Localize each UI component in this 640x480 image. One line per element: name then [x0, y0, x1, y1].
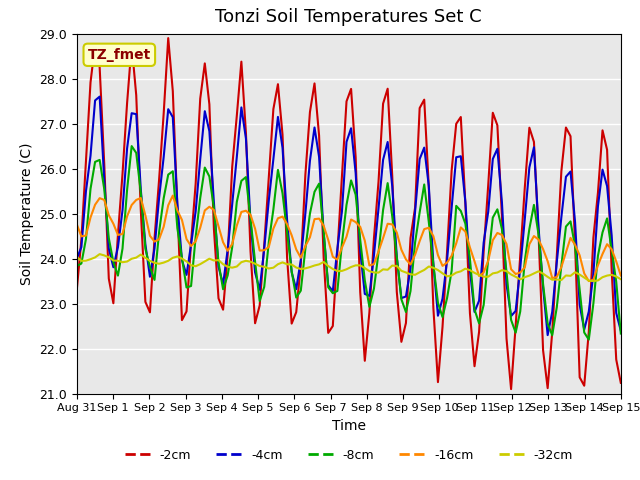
-2cm — [608, 267, 616, 273]
Legend: -2cm, -4cm, -8cm, -16cm, -32cm: -2cm, -4cm, -8cm, -16cm, -32cm — [120, 444, 578, 467]
-32cm — [224, 264, 232, 270]
-2cm — [164, 35, 172, 41]
-2cm — [192, 181, 200, 187]
-4cm — [380, 157, 387, 163]
Line: -2cm: -2cm — [77, 38, 621, 389]
-16cm — [508, 266, 515, 272]
-4cm — [508, 313, 515, 319]
Line: -4cm: -4cm — [77, 96, 621, 335]
-32cm — [73, 254, 81, 260]
Line: -32cm: -32cm — [77, 254, 621, 281]
-32cm — [508, 272, 515, 277]
-16cm — [608, 246, 616, 252]
-2cm — [512, 323, 520, 329]
-4cm — [224, 247, 232, 252]
-8cm — [73, 263, 81, 269]
-4cm — [192, 208, 200, 214]
X-axis label: Time: Time — [332, 419, 366, 433]
-16cm — [192, 239, 200, 244]
-16cm — [585, 278, 593, 284]
-8cm — [608, 248, 616, 253]
-2cm — [452, 121, 460, 127]
Text: TZ_fmet: TZ_fmet — [88, 48, 151, 62]
-8cm — [585, 337, 593, 343]
-16cm — [380, 235, 387, 241]
-32cm — [452, 270, 460, 276]
-2cm — [73, 287, 81, 293]
-32cm — [589, 278, 597, 284]
Y-axis label: Soil Temperature (C): Soil Temperature (C) — [20, 143, 34, 285]
Title: Tonzi Soil Temperatures Set C: Tonzi Soil Temperatures Set C — [216, 9, 482, 26]
-8cm — [192, 234, 200, 240]
-16cm — [452, 240, 460, 246]
-8cm — [380, 207, 387, 213]
-4cm — [73, 256, 81, 262]
-8cm — [128, 143, 136, 149]
-8cm — [224, 273, 232, 278]
-32cm — [608, 272, 616, 278]
-2cm — [380, 101, 387, 107]
-2cm — [617, 380, 625, 386]
-4cm — [608, 232, 616, 238]
-4cm — [452, 155, 460, 160]
Line: -8cm: -8cm — [77, 146, 621, 340]
-8cm — [617, 331, 625, 336]
-4cm — [96, 94, 104, 99]
-4cm — [544, 332, 552, 338]
-2cm — [508, 386, 515, 392]
-16cm — [617, 273, 625, 278]
-32cm — [192, 264, 200, 269]
-16cm — [224, 248, 232, 253]
-8cm — [452, 203, 460, 209]
-32cm — [380, 266, 387, 272]
-32cm — [96, 251, 104, 257]
-16cm — [169, 193, 177, 199]
-2cm — [224, 252, 232, 258]
-16cm — [73, 221, 81, 227]
-8cm — [508, 317, 515, 323]
-32cm — [617, 276, 625, 282]
Line: -16cm: -16cm — [77, 196, 621, 281]
-4cm — [617, 328, 625, 334]
